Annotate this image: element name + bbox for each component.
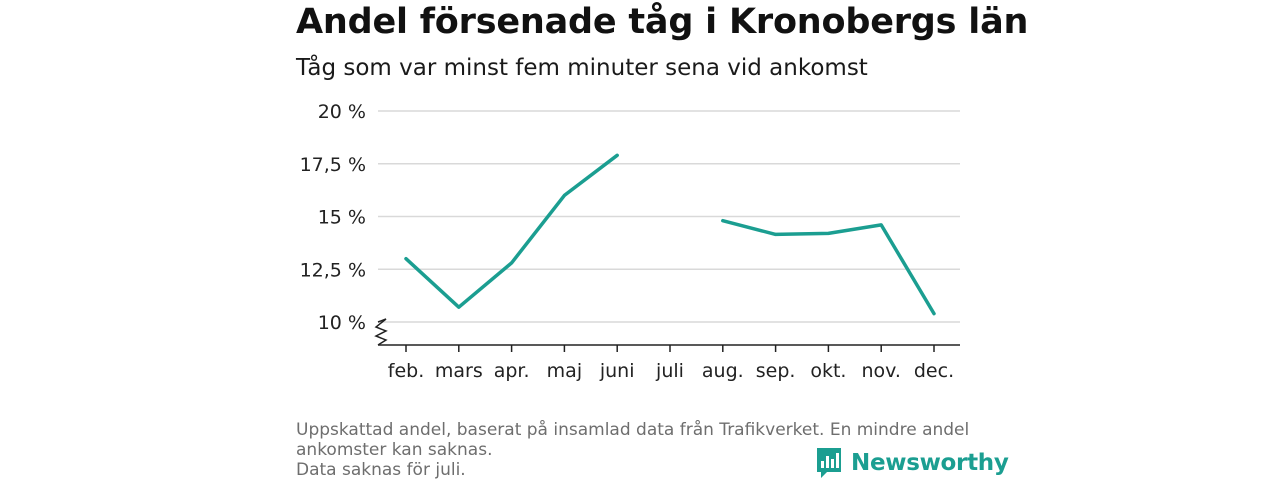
grid-lines <box>378 110 960 323</box>
x-tick-label: juni <box>599 360 635 382</box>
line-chart: 10 % 12,5 % 15 % 17,5 % 20 % feb. mars apr. maj… <box>300 101 960 382</box>
newsworthy-logo-icon <box>817 448 841 478</box>
x-tick-label: maj <box>547 360 582 382</box>
y-tick-label: 20 % <box>318 101 366 123</box>
y-tick-label: 17,5 % <box>300 154 366 176</box>
y-tick-label: 12,5 % <box>300 259 366 281</box>
chart-subtitle: Tåg som var minst fem minuter sena vid a… <box>296 55 868 81</box>
x-tick-label: juli <box>655 360 684 382</box>
brand-name: Newsworthy <box>851 450 1009 476</box>
x-tick-label: nov. <box>861 360 900 382</box>
x-tick-label: sep. <box>756 360 796 382</box>
chart-title: Andel försenade tåg i Kronobergs län <box>296 2 1029 42</box>
data-series <box>404 153 936 316</box>
footnote-line-2: ankomster kan saknas. <box>296 440 493 460</box>
y-tick-label: 10 % <box>318 312 366 334</box>
x-tick-label: mars <box>435 360 483 382</box>
x-tick-label: feb. <box>388 360 424 382</box>
y-tick-label: 15 % <box>318 207 366 229</box>
footnote-line-3: Data saknas för juli. <box>296 460 466 480</box>
x-tick-label: okt. <box>810 360 846 382</box>
x-axis-labels: feb. mars apr. maj juni juli aug. sep. okt. nov. d… <box>388 360 954 382</box>
series-line <box>404 153 619 309</box>
axis-break-icon <box>374 318 388 346</box>
series-line <box>721 218 936 316</box>
footnote: Uppskattad andel, baserat på insamlad da… <box>296 420 996 480</box>
x-tick-label: apr. <box>494 360 530 382</box>
footnote-line-1: Uppskattad andel, baserat på insamlad da… <box>296 420 970 440</box>
brand-logo[interactable]: Newsworthy <box>815 446 1009 480</box>
y-axis-labels: 10 % 12,5 % 15 % 17,5 % 20 % <box>300 101 366 334</box>
x-axis <box>374 318 960 352</box>
x-tick-label: dec. <box>914 360 954 382</box>
x-tick-label: aug. <box>702 360 744 382</box>
